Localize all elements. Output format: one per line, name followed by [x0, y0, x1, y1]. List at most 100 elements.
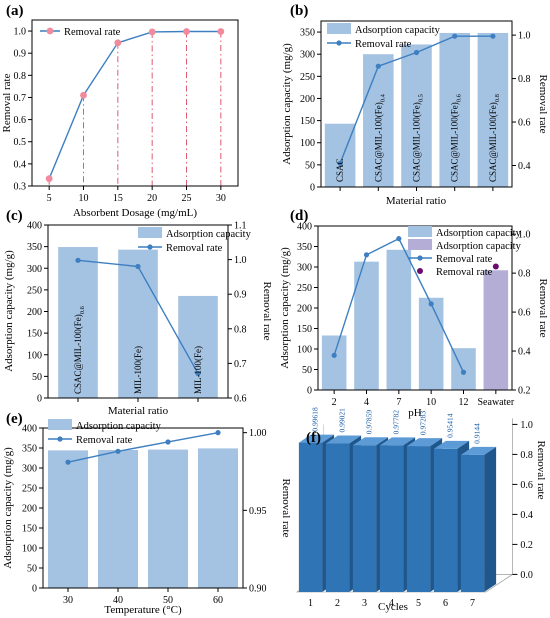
- category-label: CSAC: [335, 158, 345, 182]
- y-tick-label: 350: [22, 444, 37, 455]
- legend-marker: [417, 255, 423, 261]
- y-tick-label: 400: [22, 424, 37, 435]
- y2-tick-label: 1.1: [234, 221, 247, 232]
- y2-tick-label: 0.7: [234, 359, 247, 370]
- panel-label: (d): [290, 208, 308, 224]
- bar: [118, 249, 158, 398]
- legend-swatch: [138, 227, 162, 238]
- y-tick-label: 150: [22, 524, 37, 535]
- panel-label: (c): [6, 208, 23, 224]
- x-tick-label: 25: [182, 193, 192, 204]
- y-tick-label: 150: [27, 329, 42, 340]
- legend-label: Removal rate: [436, 254, 493, 265]
- y-tick-label: 350: [300, 28, 315, 39]
- data-point: [45, 175, 53, 183]
- y2-tick-label: 0.8: [518, 74, 531, 85]
- category-label: CSAC@MIL-100(Fe)0.5: [412, 94, 425, 182]
- y-tick-label: 100: [22, 544, 37, 555]
- y2-axis-label: Removal rate: [537, 279, 549, 338]
- bar: [418, 297, 444, 390]
- category-label: MIL-100(Fe): [133, 346, 143, 394]
- line-point: [115, 448, 121, 454]
- legend-label: Removal rate: [436, 267, 493, 278]
- bar: [325, 443, 350, 592]
- y-tick-label: 0.4: [520, 510, 533, 521]
- y-tick-label: 100: [27, 350, 42, 361]
- chart-panel-a: 0.3 0.4 0.5 0.6 0.7 0.8 0.9 1.0 5 10 15 20 25 30 Remov…: [1, 3, 239, 219]
- y2-tick-label: 0.6: [518, 118, 531, 129]
- x-tick-label: 50: [163, 595, 173, 606]
- bar: [178, 295, 218, 398]
- bar: [460, 454, 485, 592]
- x-axis-label: Material ratio: [108, 405, 169, 417]
- y-tick-label: 50: [32, 372, 42, 383]
- line-point: [75, 257, 81, 263]
- y2-tick-label: 1.0: [518, 230, 531, 241]
- y2-tick-label: 0.2: [518, 386, 531, 397]
- y-tick-label: 100: [300, 138, 315, 149]
- y-tick-label: 200: [22, 504, 37, 515]
- y-axis-label: Adsorption capacity (mg/g): [2, 447, 14, 569]
- series-line: [48, 30, 221, 179]
- y-tick-label: 300: [22, 464, 37, 475]
- legend-label: Removal rate: [64, 27, 121, 38]
- y-tick-label: 300: [297, 263, 312, 274]
- chart-panel-f: 0.0 0.2 0.4 0.6 0.8 1.0 0.99618 1 0.99021 2 0.9785…: [296, 407, 547, 613]
- y-tick-label: 250: [22, 484, 37, 495]
- y-tick-label: 350: [27, 242, 42, 253]
- bar-value-label: 0.97782: [392, 410, 401, 435]
- legend-marker: [57, 436, 63, 442]
- category-label: CSAC@MIL-100(Fe)0.8: [488, 94, 501, 182]
- bar-value-label: 0.95414: [446, 413, 455, 438]
- line-point: [452, 33, 458, 39]
- y-tick-label: 0.7: [14, 93, 27, 104]
- bar: [324, 123, 356, 187]
- line-point: [375, 63, 381, 69]
- bar-top: [325, 435, 362, 444]
- y-tick-label: 0: [37, 394, 42, 405]
- category-label: MIL-100(Fe): [193, 346, 203, 394]
- y-tick-label: 150: [300, 116, 315, 127]
- y-tick-label: 250: [300, 72, 315, 83]
- x-tick-label: 2: [332, 397, 337, 408]
- y-tick-label: 250: [27, 285, 42, 296]
- y-tick-label: 0.2: [520, 540, 533, 551]
- bar: [98, 450, 138, 588]
- bar: [386, 249, 412, 390]
- x-tick-label: 3: [362, 598, 367, 609]
- legend-swatch: [408, 239, 432, 250]
- y-tick-label: 400: [27, 221, 42, 232]
- bar: [439, 32, 470, 188]
- x-tick-label: 60: [213, 595, 223, 606]
- y-tick-label: 50: [305, 160, 315, 171]
- x-tick-label: 10: [426, 397, 436, 408]
- bar: [58, 247, 98, 398]
- panel-label: (e): [6, 411, 23, 427]
- bar: [352, 445, 377, 592]
- bar: [433, 448, 458, 592]
- y2-tick-label: 0.6: [518, 308, 531, 319]
- y-axis-label: Adsorption capacity (mg/g): [281, 43, 293, 165]
- y-tick-label: 150: [297, 324, 312, 335]
- legend-swatch: [408, 226, 432, 237]
- x-axis-label: Absorbent Dosage (mg/mL): [73, 207, 197, 219]
- x-tick-label: 12: [459, 397, 469, 408]
- y2-axis-label: Removal rate: [261, 282, 273, 341]
- y-tick-label: 200: [297, 304, 312, 315]
- category-label: CSAC@MIL-100(Fe)0.4: [373, 93, 386, 182]
- bar: [483, 270, 509, 390]
- y-tick-label: 400: [297, 222, 312, 233]
- bar: [148, 449, 188, 588]
- x-tick-label: 7: [396, 397, 401, 408]
- x-tick-label: 6: [443, 598, 448, 609]
- legend-label: Adsorption capacity: [166, 229, 252, 240]
- bar: [48, 450, 88, 588]
- bar: [477, 32, 509, 188]
- y-tick-label: 300: [27, 264, 42, 275]
- y-tick-label: 0.5: [14, 137, 27, 148]
- x-tick-label: 40: [113, 595, 123, 606]
- y-tick-label: 200: [300, 94, 315, 105]
- panel-label: (f): [306, 430, 321, 446]
- y2-tick-label: 0.4: [518, 161, 531, 172]
- bar: [298, 442, 323, 592]
